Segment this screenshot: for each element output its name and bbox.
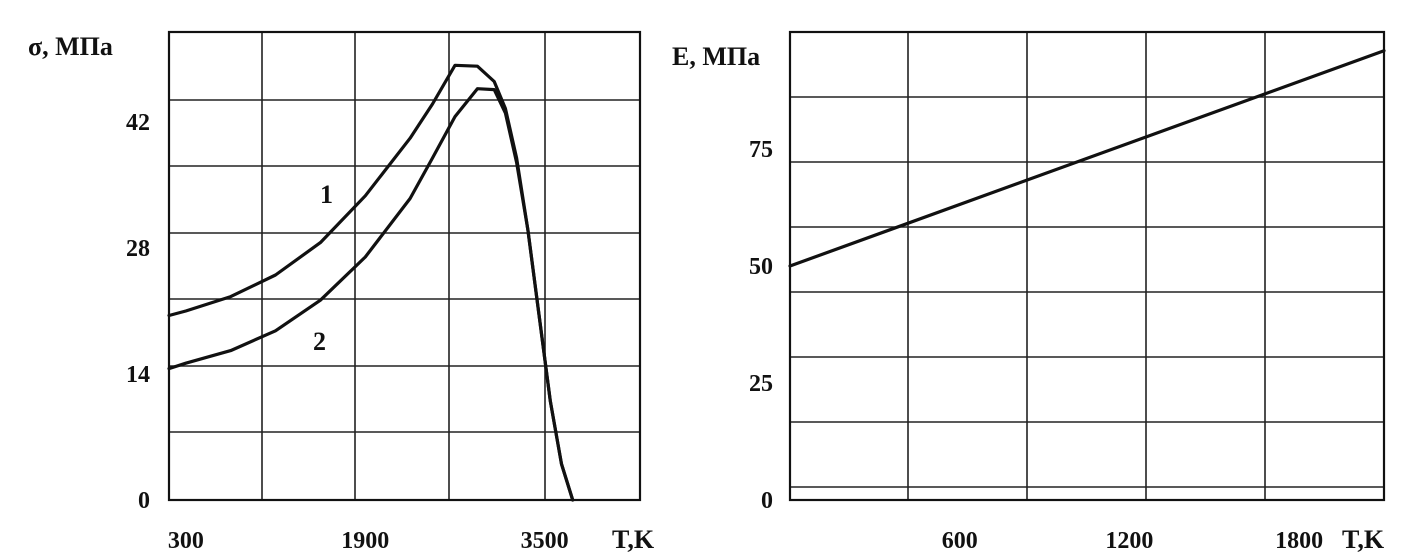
x-tick-label-1-0: 600 <box>942 528 978 554</box>
x-tick-label-0-1: 1900 <box>341 528 389 554</box>
y-tick-label-1-0: 0 <box>761 488 773 514</box>
y-tick-label-0-0: 0 <box>138 488 150 514</box>
y-tick-label-1-3: 75 <box>749 137 773 163</box>
y-tick-label-1-1: 25 <box>749 371 773 397</box>
series-line-0-1 <box>167 87 575 502</box>
x-tick-label-0-0: 300 <box>168 528 204 554</box>
x-axis-label-1: T,K <box>1342 525 1385 554</box>
series-line-0-0 <box>167 63 575 502</box>
x-axis-label-0: T,K <box>612 525 655 554</box>
y-axis-label-1: E, МПа <box>672 42 760 71</box>
series-label-0-0: 1 <box>320 180 333 209</box>
series-label-0-1: 2 <box>313 327 326 356</box>
series-line-1-0 <box>788 49 1386 268</box>
x-tick-label-0-2: 3500 <box>521 528 569 554</box>
y-axis-label-0: σ, МПа <box>28 32 113 61</box>
y-tick-label-0-3: 42 <box>126 110 150 136</box>
y-tick-label-1-2: 50 <box>749 254 773 280</box>
y-tick-label-0-1: 14 <box>126 362 150 388</box>
x-tick-label-1-2: 1800 <box>1275 528 1323 554</box>
y-tick-label-0-2: 28 <box>126 236 150 262</box>
x-tick-label-1-1: 1200 <box>1105 528 1153 554</box>
plot-frame-1 <box>788 30 1386 502</box>
plot-frame-0 <box>167 30 642 502</box>
